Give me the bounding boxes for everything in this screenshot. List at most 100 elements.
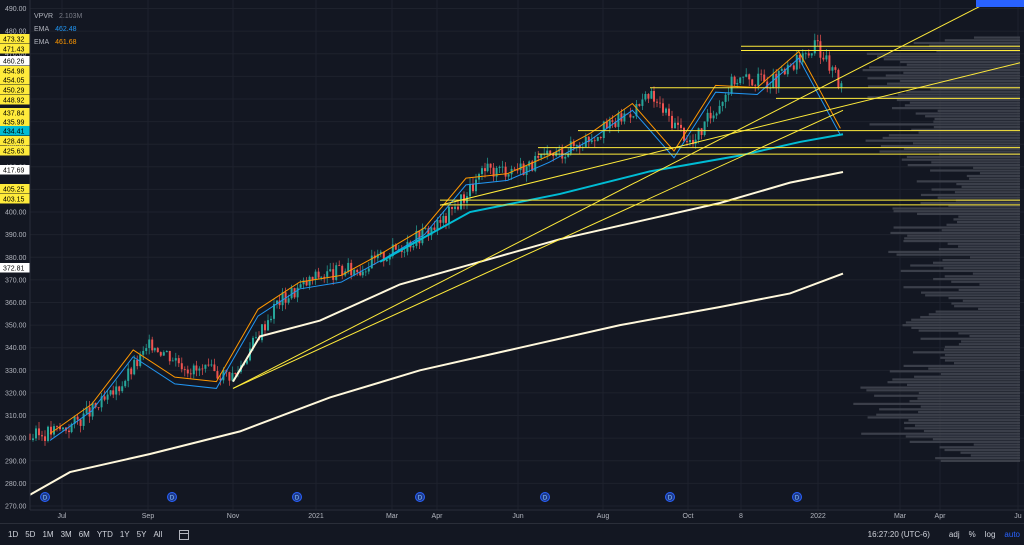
candle — [391, 244, 394, 257]
price-label-box — [0, 117, 30, 127]
price-label-box — [0, 263, 30, 273]
x-axis-tick-label: 2022 — [810, 513, 826, 520]
volume-profile-bar — [893, 210, 1020, 213]
volume-profile-bar — [939, 446, 1020, 449]
candle — [469, 184, 471, 197]
y-axis-tick-label: 280.00 — [5, 481, 27, 488]
timeframe-6m[interactable]: 6M — [78, 530, 90, 539]
candle — [359, 272, 362, 276]
candle — [472, 184, 474, 192]
volume-profile-bar — [943, 267, 1020, 270]
candle — [495, 167, 498, 177]
candle — [537, 155, 540, 158]
dividend-marker-icon[interactable] — [40, 492, 50, 502]
candle — [748, 74, 751, 80]
volume-profile-bar — [930, 169, 1020, 172]
candle — [834, 67, 837, 70]
candle — [677, 122, 679, 125]
percent-toggle[interactable]: % — [968, 530, 976, 539]
legend-row-ema-blue[interactable]: EMA 462.48 — [34, 23, 82, 36]
dividend-marker-icon[interactable] — [665, 492, 675, 502]
candle — [382, 251, 385, 262]
candle — [492, 167, 495, 177]
y-axis-tick-label: 350.00 — [5, 323, 27, 330]
volume-profile-bar — [932, 438, 1020, 441]
candle — [513, 168, 516, 170]
candle — [192, 365, 195, 375]
chart-canvas[interactable]: 270.00 280.00 290.00 300.00 310.00 320.00 330.… — [0, 0, 1024, 523]
volume-profile-bar — [868, 85, 1020, 88]
legend-row-vpvr[interactable]: VPVR 2.103M — [34, 10, 82, 23]
candle — [457, 206, 459, 210]
volume-profile-bar — [956, 182, 1020, 186]
legend-key: EMA — [34, 39, 50, 46]
candle — [341, 265, 344, 276]
candle — [201, 368, 204, 370]
timeframe-5d[interactable]: 5D — [25, 530, 36, 539]
candle — [273, 303, 275, 319]
price-label-box — [0, 75, 30, 85]
candle — [367, 268, 370, 272]
volume-profile-bar — [937, 196, 1020, 199]
volume-profile-bar — [892, 378, 1020, 381]
current-price-tag-top — [976, 0, 1024, 7]
auto-toggle[interactable]: auto — [1004, 530, 1020, 539]
x-axis-tick-label: Nov — [227, 513, 240, 520]
volume-profile-bar — [928, 367, 1020, 370]
candle — [121, 386, 124, 392]
candle — [766, 81, 769, 89]
volume-profile-bar — [879, 150, 1020, 153]
dividend-marker-icon[interactable] — [167, 492, 177, 502]
timeframe-1y[interactable]: 1Y — [119, 530, 130, 539]
volume-profile-bar — [943, 348, 1020, 351]
candle — [692, 140, 694, 145]
candle — [721, 101, 724, 106]
x-axis-tick-label: Aug — [597, 513, 610, 520]
candle — [602, 121, 605, 139]
y-axis-tick-label: 290.00 — [5, 458, 27, 465]
legend-row-ema-orange[interactable]: EMA 461.68 — [34, 36, 82, 49]
volume-profile-bar — [942, 258, 1020, 262]
candle — [35, 428, 37, 439]
timeframe-3m[interactable]: 3M — [60, 530, 72, 539]
candle — [760, 73, 763, 75]
candle — [448, 206, 450, 223]
candle — [564, 156, 567, 159]
adj-toggle[interactable]: adj — [948, 530, 960, 539]
x-axis-tick-label: Apr — [432, 513, 444, 520]
timeframe-all[interactable]: All — [153, 530, 163, 539]
candle — [264, 324, 266, 331]
calendar-icon[interactable] — [179, 529, 190, 540]
timeframe-5y[interactable]: 5Y — [136, 530, 147, 539]
volume-profile-bar — [920, 201, 1020, 205]
volume-profile-bar — [909, 440, 1020, 443]
x-axis-tick-label: Oct — [683, 513, 694, 520]
candle — [222, 369, 225, 381]
dividend-marker-icon[interactable] — [292, 492, 302, 502]
y-axis-tick-label: 470.00 — [5, 51, 27, 58]
candle — [278, 300, 281, 306]
candle — [674, 122, 676, 129]
volume-profile-bar — [900, 60, 1020, 64]
candle — [281, 292, 284, 306]
candle — [507, 174, 510, 177]
candle — [347, 262, 350, 272]
dividend-marker-icon[interactable] — [415, 492, 425, 502]
volume-profile-bar — [969, 177, 1020, 180]
candle — [638, 104, 641, 106]
timeframe-1m[interactable]: 1M — [42, 530, 54, 539]
timeframe-1d[interactable]: 1D — [8, 530, 19, 539]
volume-profile-bar — [941, 229, 1020, 232]
log-toggle[interactable]: log — [984, 530, 996, 539]
timeframe-ytd[interactable]: YTD — [96, 530, 113, 539]
x-axis-tick-label: 2021 — [308, 513, 324, 520]
candle — [376, 253, 379, 259]
candle — [189, 373, 192, 375]
volume-profile-bar — [933, 277, 1020, 281]
volume-profile-bar — [962, 299, 1020, 302]
candle — [361, 271, 364, 276]
dividend-marker-icon[interactable] — [792, 492, 802, 502]
dividend-marker-icon[interactable] — [540, 492, 550, 502]
price-label-box — [0, 85, 30, 95]
candle — [290, 288, 293, 299]
